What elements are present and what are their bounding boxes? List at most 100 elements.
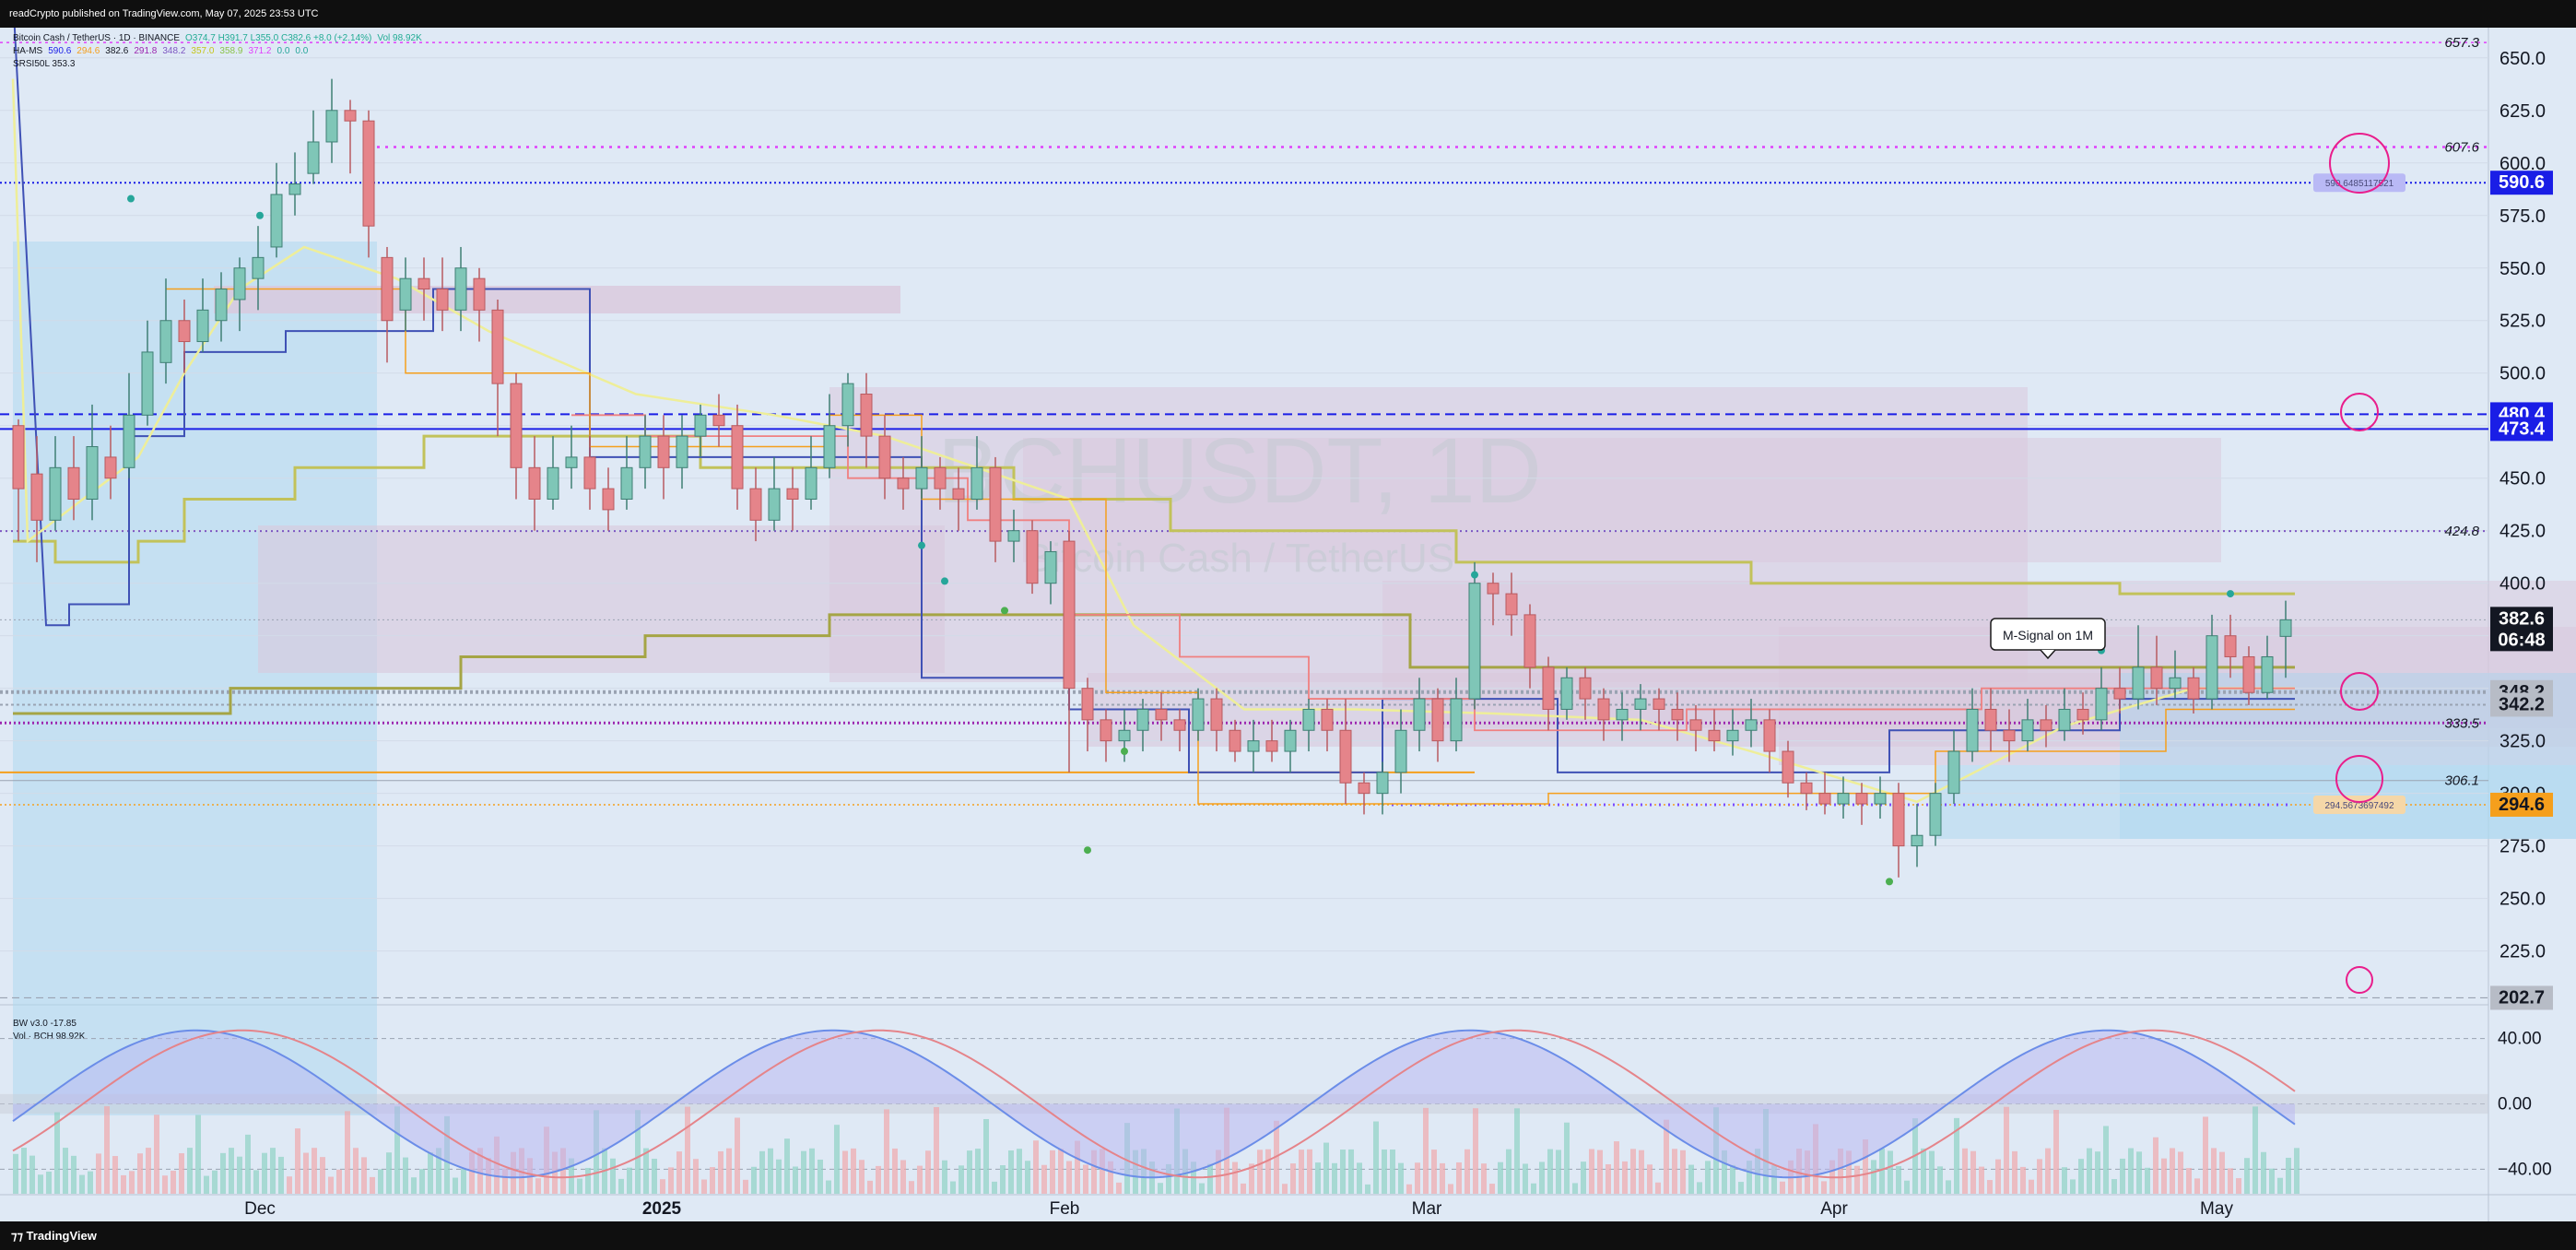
- volume-bar: [1249, 1163, 1254, 1194]
- candle-body: [270, 194, 283, 248]
- price-badge-label: 590.6: [2499, 172, 2545, 193]
- legend-symbol: Bitcoin Cash / TetherUS · 1D · BINANCE: [13, 33, 180, 43]
- volume-bar: [154, 1114, 159, 1194]
- volume-bar: [1489, 1184, 1495, 1194]
- candle-body: [602, 488, 615, 511]
- volume-bar: [2170, 1148, 2175, 1194]
- m-signal-label: M-Signal on 1M: [2003, 628, 2093, 643]
- m-signal-annotation[interactable]: M-Signal on 1M: [1990, 618, 2106, 660]
- highlight-circle: [2329, 133, 2390, 194]
- candle-body: [141, 351, 154, 416]
- price-tick-label: 650.0: [2500, 49, 2546, 69]
- volume-bar: [942, 1160, 947, 1194]
- volume-bar: [112, 1156, 118, 1194]
- volume-bar: [934, 1107, 939, 1194]
- volume-bar: [1987, 1180, 1993, 1194]
- volume-bar: [419, 1169, 425, 1194]
- volume-bar: [2277, 1177, 2283, 1194]
- volume-bar: [336, 1169, 342, 1194]
- volume-bar: [2253, 1106, 2258, 1194]
- volume-bar: [1207, 1163, 1213, 1194]
- volume-bar: [1050, 1150, 1055, 1194]
- legend-hams-value: 0.0: [276, 46, 289, 56]
- volume-bar: [2053, 1110, 2059, 1194]
- volume-bar: [1440, 1162, 1445, 1194]
- candle-body: [1044, 550, 1057, 584]
- volume-bar: [1158, 1183, 1163, 1194]
- volume-bar: [121, 1174, 126, 1194]
- candle-body: [362, 120, 375, 227]
- signal-marker: [2227, 590, 2234, 598]
- legend: Bitcoin Cash / TetherUS · 1D · BINANCE O3…: [13, 33, 422, 1042]
- volume-bar: [1854, 1165, 1860, 1194]
- volume-bar: [1780, 1181, 1785, 1194]
- tradingview-logo[interactable]: ⁊⁊ TradingView: [11, 1229, 97, 1243]
- highlight-circle: [2340, 393, 2379, 431]
- volume-bar: [1747, 1161, 1752, 1194]
- legend-hams-value: 348.2: [162, 46, 185, 56]
- time-label: Dec: [244, 1199, 276, 1219]
- candle-body: [2187, 677, 2200, 700]
- volume-bar: [345, 1111, 350, 1194]
- candle-body: [2261, 655, 2274, 693]
- volume-bar: [710, 1167, 715, 1194]
- candle-body: [1984, 708, 1997, 731]
- volume-bar: [1166, 1163, 1171, 1194]
- volume-bar: [1415, 1162, 1420, 1194]
- candle-body: [288, 183, 301, 195]
- volume-bar: [1066, 1161, 1072, 1194]
- candle-body: [1358, 782, 1370, 795]
- volume-bar: [1946, 1180, 1951, 1194]
- volume-bar: [1597, 1150, 1603, 1194]
- time-label: Feb: [1050, 1199, 1080, 1219]
- volume-bar: [2244, 1158, 2250, 1194]
- candle-body: [620, 466, 633, 501]
- volume-bar: [1863, 1139, 1868, 1194]
- volume-bar: [1647, 1164, 1653, 1194]
- volume-bar: [1464, 1149, 1470, 1194]
- price-tick-label: 625.0: [2500, 101, 2546, 122]
- highlight-circles: [2329, 133, 2390, 994]
- volume-bar: [1581, 1162, 1586, 1194]
- volume-bar: [162, 1175, 168, 1194]
- volume-bar: [1481, 1163, 1487, 1194]
- price-tick-label: 325.0: [2500, 732, 2546, 752]
- candle-body: [1284, 729, 1297, 752]
- legend-hams-value: 382.6: [105, 46, 128, 56]
- candle-body: [841, 383, 854, 427]
- volume-bar: [1340, 1150, 1346, 1194]
- chart-canvas[interactable]: BCHUSDT, 1D Bitcoin Cash / TetherUS 657.…: [0, 28, 2576, 1221]
- candle-body: [1671, 708, 1684, 721]
- volume-bar: [743, 1179, 748, 1194]
- volume-bar: [718, 1150, 723, 1194]
- volume-bar: [378, 1169, 383, 1194]
- candle-body: [2003, 729, 2016, 742]
- candle-body: [2076, 708, 2089, 721]
- volume-bar: [685, 1106, 690, 1194]
- time-axis[interactable]: Dec 2025 Feb Mar Apr May: [244, 1199, 2233, 1219]
- candle-body: [159, 320, 172, 363]
- volume-bar: [1257, 1150, 1263, 1194]
- volume-bar: [2078, 1159, 2084, 1194]
- volume-bar: [851, 1148, 856, 1194]
- oscillator-pane: 40.00 0.00 −40.00: [0, 1030, 2552, 1194]
- volume-bar: [212, 1170, 218, 1194]
- legend-bw: BW v3.0 -17.85: [13, 1019, 76, 1029]
- volume-bar: [38, 1174, 43, 1194]
- volume-bar: [1921, 1148, 1926, 1194]
- volume-bar: [992, 1181, 997, 1194]
- volume-bar: [2203, 1116, 2208, 1194]
- volume-bar: [71, 1155, 76, 1194]
- candle-body: [1966, 708, 1979, 752]
- highlight-circle: [2335, 755, 2383, 803]
- volume-bar: [1456, 1162, 1462, 1194]
- price-axis[interactable]: 650.0625.0600.0575.0550.0525.0500.0475.0…: [2490, 49, 2553, 1010]
- candle-body: [1597, 698, 1610, 721]
- volume-bar: [2219, 1151, 2225, 1194]
- volume-bar: [179, 1153, 184, 1194]
- candle-body: [344, 110, 357, 122]
- volume-bar: [262, 1152, 267, 1194]
- candle-body: [1063, 540, 1076, 690]
- legend-hams-value: 0.0: [295, 46, 308, 56]
